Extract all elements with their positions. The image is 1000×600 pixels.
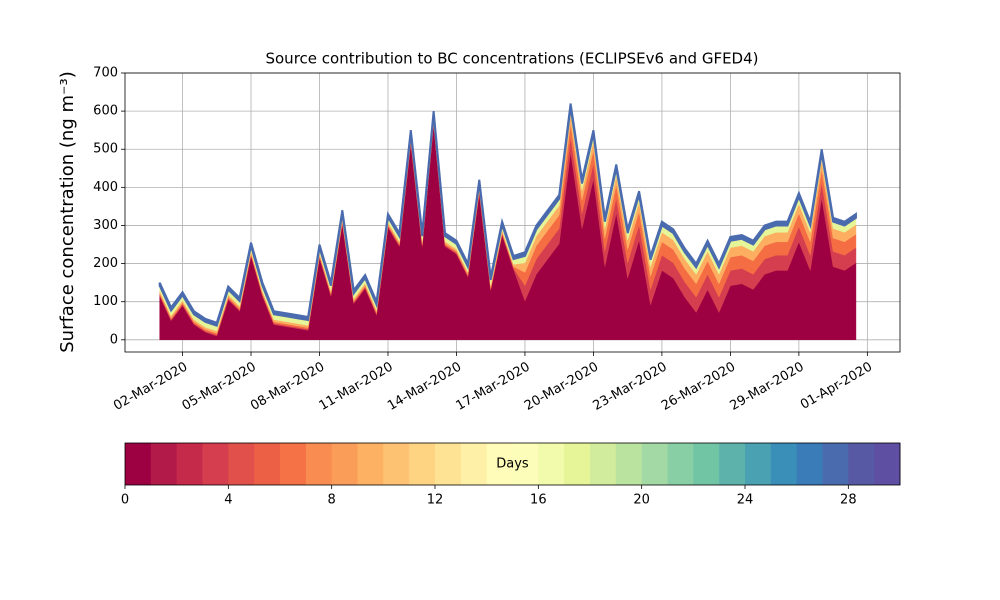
colorbar-swatch: [176, 443, 203, 485]
x-tick-label: 05-Mar-2020: [180, 360, 259, 414]
colorbar-swatch: [202, 443, 229, 485]
x-tick-label: 11-Mar-2020: [317, 360, 396, 414]
colorbar-swatch: [331, 443, 358, 485]
colorbar-swatch: [796, 443, 823, 485]
colorbar-swatch: [357, 443, 384, 485]
y-tick-label: 200: [93, 256, 118, 271]
colorbar-swatch: [460, 443, 488, 485]
colorbar-swatch: [512, 443, 539, 485]
colorbar-swatch: [822, 443, 849, 485]
colorbar-swatch: [435, 443, 462, 485]
colorbar-swatch: [615, 443, 643, 485]
colorbar-swatch: [228, 443, 255, 485]
y-tick-label: 300: [93, 218, 118, 233]
colorbar-swatch: [305, 443, 333, 485]
area-layer: [158, 103, 857, 327]
colorbar-tick-label: 20: [633, 493, 650, 508]
y-axis-label: Surface concentration (ng m⁻³): [57, 71, 78, 353]
colorbar-frame: [124, 442, 901, 486]
colorbar-swatch: [125, 443, 152, 485]
colorbar-swatch: [150, 443, 178, 485]
colorbar-swatch: [719, 443, 746, 485]
colorbar-swatch: [383, 443, 410, 485]
colorbar-label: Days: [496, 457, 529, 472]
colorbar-tick-label: 8: [328, 493, 336, 508]
x-tick-label: 01-Apr-2020: [798, 360, 875, 413]
y-tick-label: 500: [93, 142, 118, 157]
y-tick-label: 400: [93, 180, 118, 195]
y-tick-label: 100: [93, 294, 118, 309]
colorbar-tick-label: 12: [427, 493, 444, 508]
colorbar-swatch: [409, 443, 436, 485]
colorbar-swatch: [770, 443, 798, 485]
y-tick-label: 700: [93, 66, 118, 81]
x-tick-label: 14-Mar-2020: [385, 360, 464, 414]
x-tick-label: 26-Mar-2020: [659, 360, 738, 414]
colorbar-swatch: [745, 443, 772, 485]
colorbar-swatch: [590, 443, 617, 485]
colorbar-tick-label: 16: [530, 493, 547, 508]
y-tick-label: 0: [110, 332, 118, 347]
x-tick-label: 08-Mar-2020: [248, 360, 327, 414]
x-tick-label: 17-Mar-2020: [454, 360, 533, 414]
x-tick-label: 20-Mar-2020: [522, 360, 601, 414]
x-tick-label: 29-Mar-2020: [727, 360, 806, 414]
colorbar-swatch: [641, 443, 668, 485]
colorbar-tick-label: 28: [840, 493, 857, 508]
colorbar-swatch: [848, 443, 875, 485]
colorbar-swatch: [667, 443, 694, 485]
colorbar-tick-label: 24: [737, 493, 754, 508]
colorbar-swatch: [280, 443, 307, 485]
area-layer: [159, 124, 857, 341]
colorbar-swatch: [254, 443, 281, 485]
colorbar-swatch: [564, 443, 591, 485]
y-tick-label: 600: [93, 104, 118, 119]
colorbar-swatch: [874, 443, 901, 485]
colorbar-tick-label: 4: [224, 493, 232, 508]
plot-frame: [124, 72, 901, 353]
colorbar-tick-label: 0: [121, 493, 129, 508]
chart-title: Source contribution to BC concentrations…: [265, 50, 758, 68]
colorbar-swatch: [486, 443, 513, 485]
x-tick-label: 02-Mar-2020: [111, 360, 190, 414]
colorbar-swatch: [693, 443, 720, 485]
x-tick-label: 23-Mar-2020: [591, 360, 670, 414]
colorbar-swatch: [538, 443, 565, 485]
